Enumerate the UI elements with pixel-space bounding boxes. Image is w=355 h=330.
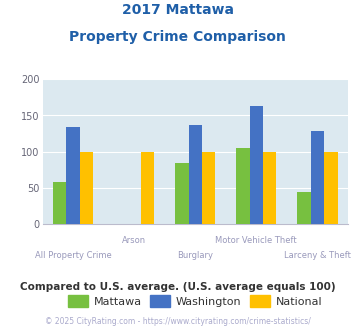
Bar bbox=[236, 148, 250, 224]
Text: Burglary: Burglary bbox=[177, 250, 213, 259]
Text: Arson: Arson bbox=[122, 236, 146, 245]
Bar bbox=[324, 152, 338, 224]
Text: Compared to U.S. average. (U.S. average equals 100): Compared to U.S. average. (U.S. average … bbox=[20, 282, 335, 292]
Bar bbox=[250, 106, 263, 224]
Text: Motor Vehicle Theft: Motor Vehicle Theft bbox=[215, 236, 297, 245]
Bar bbox=[175, 163, 189, 224]
Text: Larceny & Theft: Larceny & Theft bbox=[284, 250, 351, 259]
Bar bbox=[141, 152, 154, 224]
Bar bbox=[66, 127, 80, 224]
Bar bbox=[311, 131, 324, 224]
Bar bbox=[263, 152, 277, 224]
Text: 2017 Mattawa: 2017 Mattawa bbox=[121, 3, 234, 17]
Text: Property Crime Comparison: Property Crime Comparison bbox=[69, 30, 286, 44]
Text: © 2025 CityRating.com - https://www.cityrating.com/crime-statistics/: © 2025 CityRating.com - https://www.city… bbox=[45, 317, 310, 326]
Bar bbox=[202, 152, 215, 224]
Legend: Mattawa, Washington, National: Mattawa, Washington, National bbox=[64, 291, 327, 311]
Bar bbox=[53, 182, 66, 224]
Bar bbox=[189, 125, 202, 224]
Bar bbox=[80, 152, 93, 224]
Text: All Property Crime: All Property Crime bbox=[35, 250, 111, 259]
Bar bbox=[297, 192, 311, 224]
